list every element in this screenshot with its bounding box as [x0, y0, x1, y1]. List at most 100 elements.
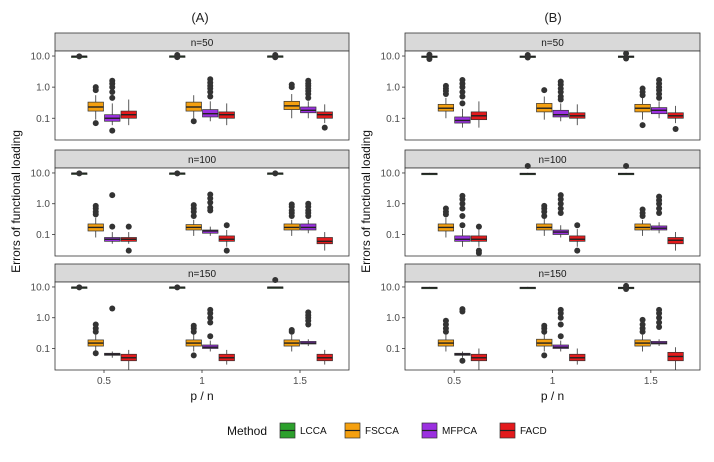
- outlier-point: [639, 85, 646, 92]
- legend: Method LCCA FSCCA MFPCA FACD: [227, 422, 547, 439]
- plot-area: (A) Errors of functional loading p / n n=50…: [9, 10, 701, 403]
- outlier-point: [76, 53, 83, 60]
- legend-label: MFPCA: [442, 426, 477, 437]
- box-body: [552, 109, 569, 118]
- box-facd: [667, 232, 684, 251]
- y-tick-label: 1.0: [36, 313, 50, 324]
- x-axis-label: p / n: [190, 389, 213, 403]
- outlier-point: [92, 202, 99, 209]
- facet-n-150: n=150 0.1 1.0 10.0 0.5 1 1.5: [31, 263, 350, 387]
- outlier-point: [223, 247, 230, 254]
- y-tick-label: 1.0: [386, 199, 400, 210]
- y-tick-label: 0.1: [36, 344, 50, 355]
- x-tick-label: 1: [550, 376, 556, 387]
- outlier-point: [272, 51, 279, 58]
- box-lcca: [169, 284, 186, 291]
- box-facd: [120, 223, 137, 254]
- panel-title: (B): [544, 10, 561, 25]
- outlier-point: [541, 202, 548, 209]
- legend-label: FACD: [520, 426, 547, 437]
- y-tick-label: 1.0: [386, 83, 400, 94]
- outlier-point: [639, 316, 646, 323]
- outlier-point: [541, 87, 548, 94]
- box-lcca: [71, 284, 88, 291]
- outlier-point: [76, 284, 83, 291]
- box-mfpca: [650, 306, 668, 347]
- box-mfpca: [202, 306, 219, 352]
- outlier-point: [288, 201, 295, 208]
- box-mfpca: [552, 306, 569, 352]
- outlier-point: [557, 93, 564, 100]
- box-mfpca: [552, 192, 569, 238]
- legend-item-facd: FACD: [499, 422, 547, 439]
- outlier-point: [459, 192, 466, 199]
- outlier-point: [207, 319, 214, 326]
- box-facd: [316, 232, 333, 251]
- outlier-point: [656, 193, 663, 200]
- x-tick-label: 1.5: [644, 376, 658, 387]
- box-facd: [218, 349, 235, 365]
- facet-n-100: n=100 0.1 1.0 10.0: [381, 149, 701, 257]
- box-mfpca: [104, 305, 121, 358]
- outlier-point: [207, 204, 214, 211]
- box-facd: [569, 348, 586, 365]
- box-fscca: [634, 316, 651, 352]
- facet-n-150: n=150 0.1 1.0 10.0 0.5 1 1.5: [381, 263, 701, 387]
- y-tick-label: 0.1: [36, 114, 50, 125]
- outlier-point: [92, 321, 99, 328]
- y-tick-label: 0.1: [386, 344, 400, 355]
- box-facd: [667, 347, 684, 370]
- outlier-point: [557, 314, 564, 321]
- outlier-point: [92, 350, 99, 357]
- outlier-point: [288, 81, 295, 88]
- outlier-point: [459, 205, 466, 212]
- outlier-point: [92, 84, 99, 91]
- outlier-point: [76, 170, 83, 177]
- outlier-point: [656, 76, 663, 83]
- box-lcca: [169, 51, 186, 61]
- box-lcca: [519, 163, 536, 176]
- outlier-point: [459, 357, 466, 364]
- outlier-point: [541, 352, 548, 359]
- outlier-point: [656, 314, 663, 321]
- box-facd: [316, 349, 333, 365]
- outlier-point: [207, 76, 214, 83]
- box-fscca: [87, 202, 104, 238]
- box-lcca: [519, 51, 536, 61]
- y-tick-label: 1.0: [36, 199, 50, 210]
- box-fscca: [283, 81, 300, 119]
- y-axis-label: Errors of functional loading: [9, 130, 23, 273]
- outlier-point: [459, 88, 466, 95]
- box-mfpca: [104, 77, 121, 134]
- outlier-point: [557, 192, 564, 199]
- outlier-point: [623, 163, 630, 169]
- outlier-point: [656, 306, 663, 313]
- legend-label: LCCA: [300, 426, 327, 437]
- outlier-point: [109, 192, 116, 199]
- box-lcca: [267, 170, 284, 177]
- box-fscca: [536, 202, 553, 236]
- box-mfpca: [454, 306, 471, 364]
- box-facd: [470, 223, 488, 257]
- outlier-point: [190, 352, 197, 359]
- outlier-point: [272, 277, 279, 283]
- outlier-point: [426, 56, 433, 63]
- box-fscca: [437, 82, 455, 119]
- legend-label: FSCCA: [365, 426, 399, 437]
- panel-background: [54, 167, 350, 257]
- box-facd: [470, 348, 488, 370]
- box-facd: [316, 104, 333, 131]
- outlier-point: [207, 306, 214, 313]
- outlier-point: [109, 305, 116, 312]
- facet-n-100: n=100 0.1 1.0 10.0: [31, 149, 350, 257]
- y-tick-label: 0.1: [386, 114, 400, 125]
- outlier-point: [442, 82, 449, 89]
- outlier-point: [459, 222, 466, 229]
- outlier-point: [459, 200, 466, 207]
- box-fscca: [634, 206, 651, 236]
- box-lcca: [421, 51, 438, 63]
- outlier-point: [207, 199, 214, 206]
- outlier-point: [305, 200, 312, 207]
- outlier-point: [656, 319, 663, 326]
- outlier-point: [475, 250, 482, 257]
